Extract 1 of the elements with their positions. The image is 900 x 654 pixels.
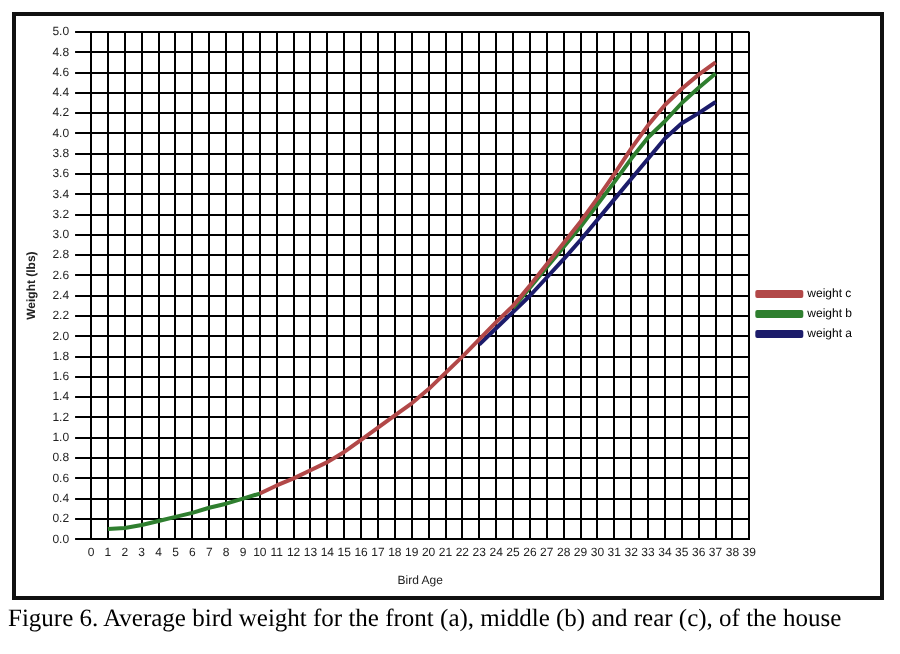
caption: Figure 6. Average bird weight for the front (a), middle (b) and rear (c), of the house <box>8 604 842 634</box>
